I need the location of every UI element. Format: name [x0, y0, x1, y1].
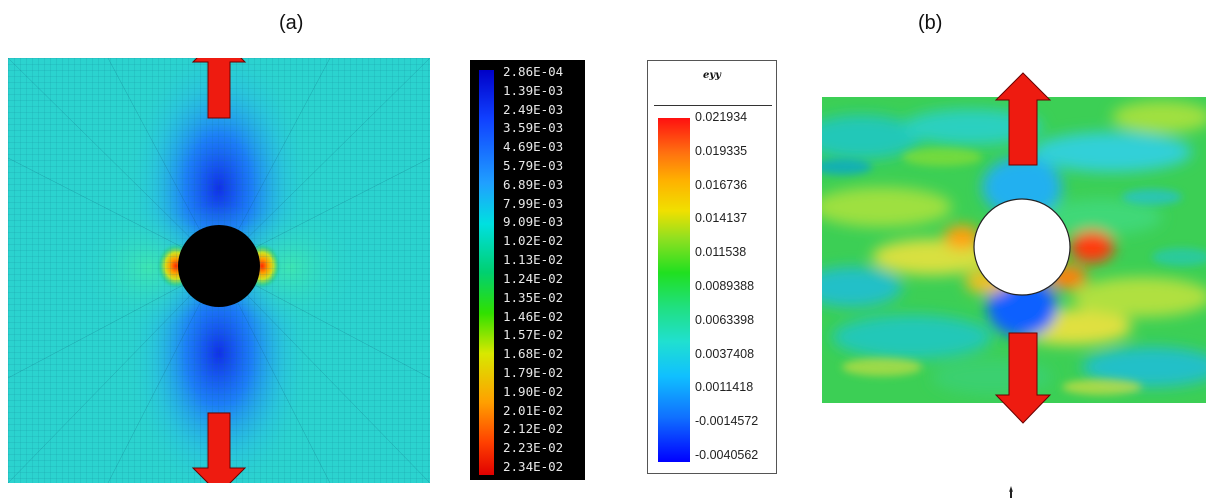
legend-a-tick-label: 9.09E-03	[503, 214, 564, 230]
legend-b-tick-label: 0.011538	[695, 245, 747, 260]
panel-label-b: (b)	[918, 12, 943, 34]
legend-b-title: eyy	[703, 70, 721, 81]
legend-a-tick-label: 2.23E-02	[503, 440, 564, 456]
mesh-hole	[178, 225, 260, 307]
legend-b-colorbar: eyy 0.021934 0.019335 0.016736 0.014137 0.01…	[647, 60, 777, 474]
legend-b-tick-labels: 0.021934 0.019335 0.016736 0.014137 0.011538…	[695, 110, 775, 470]
legend-a-tick-label: 1.46E-02	[503, 308, 564, 324]
legend-b-gradient	[658, 118, 690, 462]
legend-b-divider	[654, 105, 772, 106]
legend-a-tick-label: 7.99E-03	[503, 195, 564, 211]
legend-a-tick-labels: 2.86E-04 1.39E-03 2.49E-03 3.59E-03 4.69E-03…	[503, 65, 585, 475]
load-arrow-top-a	[191, 58, 247, 119]
legend-a-gradient	[479, 70, 494, 475]
legend-a-tick-label: 4.69E-03	[503, 139, 564, 155]
legend-b-tick-label: 0.016736	[695, 177, 748, 192]
legend-a-tick-label: 1.02E-02	[503, 233, 564, 249]
load-arrow-bottom-b	[994, 332, 1052, 424]
cursor-mark-icon	[1009, 486, 1013, 498]
legend-a-tick-label: 1.24E-02	[503, 270, 564, 286]
legend-a-colorbar: 2.86E-04 1.39E-03 2.49E-03 3.59E-03 4.69E-03…	[470, 60, 585, 480]
legend-a-tick-label: 1.13E-02	[503, 252, 564, 268]
legend-a-tick-label: 2.49E-03	[503, 101, 564, 117]
legend-a-tick-label: 1.39E-03	[503, 82, 564, 98]
legend-b-tick-label: 0.0037408	[695, 346, 755, 361]
legend-a-tick-label: 2.34E-02	[503, 459, 564, 474]
legend-a-tick-label: 1.35E-02	[503, 289, 564, 305]
legend-a-tick-label: 1.79E-02	[503, 364, 564, 380]
legend-b-tick-label: 0.0089388	[695, 279, 755, 293]
legend-a-tick-label: 1.90E-02	[503, 383, 564, 399]
legend-b-tick-label: -0.0040562	[695, 448, 759, 462]
legend-a-tick-label: 1.57E-02	[503, 327, 564, 343]
load-arrow-bottom-a	[191, 412, 247, 483]
legend-a-tick-label: 3.59E-03	[503, 120, 564, 136]
mesh-radial-lines	[8, 58, 430, 483]
fe-mesh-strain-plot	[8, 58, 430, 483]
legend-a-tick-label: 2.86E-04	[503, 64, 564, 79]
legend-b-tick-label: -0.0014572	[695, 414, 759, 429]
legend-b-tick-label: 0.019335	[695, 143, 748, 158]
load-arrow-top-b	[994, 72, 1052, 166]
legend-a-tick-label: 2.01E-02	[503, 402, 564, 418]
dic-load-arrows	[994, 72, 1052, 424]
panel-label-a: (a)	[279, 12, 304, 34]
legend-a-tick-label: 5.79E-03	[503, 158, 564, 174]
legend-b-tick-label: 0.021934	[695, 110, 748, 124]
legend-b-tick-label: 0.014137	[695, 211, 748, 226]
dic-fine-texture	[822, 148, 1206, 395]
legend-a-tick-label: 1.68E-02	[503, 346, 564, 362]
legend-a-tick-label: 2.12E-02	[503, 421, 564, 437]
legend-b-tick-label: 0.0063398	[695, 312, 755, 327]
dic-hole	[973, 198, 1071, 296]
legend-b-tick-label: 0.0011418	[695, 380, 754, 395]
legend-a-tick-label: 6.89E-03	[503, 176, 564, 192]
